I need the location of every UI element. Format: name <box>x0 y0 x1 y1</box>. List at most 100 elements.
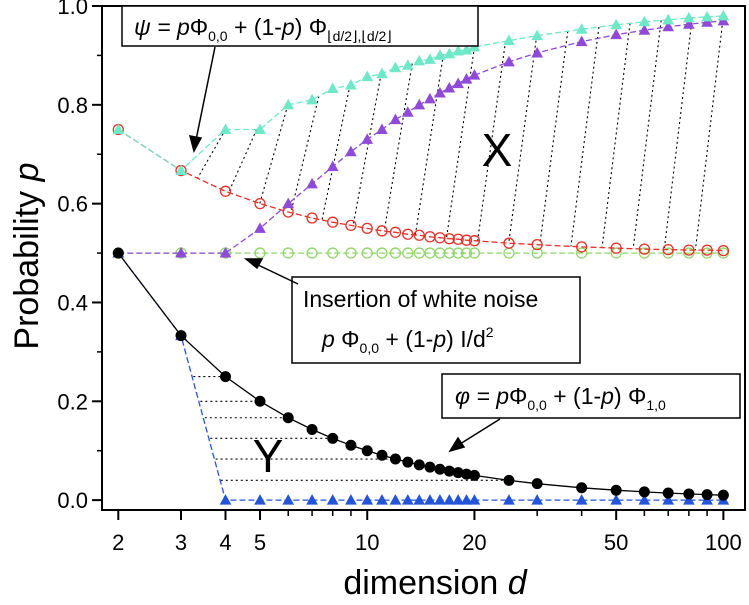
point-purple <box>575 35 588 47</box>
hatch-line-x <box>352 73 382 226</box>
point-psi <box>401 59 414 70</box>
point-purple <box>282 197 295 209</box>
point-blue <box>468 494 481 505</box>
series-green <box>112 247 730 259</box>
point-purple <box>389 113 402 125</box>
point-red <box>468 235 481 247</box>
psi-formula-part: p <box>281 14 295 40</box>
point-black <box>175 330 187 342</box>
point-red <box>361 222 373 235</box>
noise-formula-part: p <box>321 326 335 352</box>
phi-formula-part: Φ <box>509 383 527 409</box>
point-green <box>460 247 473 259</box>
point-green <box>468 247 481 259</box>
noise-formula-part: + (1- <box>379 326 433 352</box>
point-psi <box>282 98 295 110</box>
point-psi <box>452 44 464 56</box>
hatch-line-x <box>539 31 569 245</box>
point-green <box>361 247 373 259</box>
psi-formula-part: + (1- <box>228 14 282 40</box>
point-green <box>402 247 414 259</box>
point-purple <box>219 247 232 258</box>
point-black <box>662 487 674 499</box>
point-psi <box>345 79 357 90</box>
point-green <box>531 247 543 259</box>
point-black <box>468 469 480 481</box>
point-purple <box>452 77 464 89</box>
point-purple <box>443 81 456 93</box>
y-tick-label: 0.6 <box>57 192 88 217</box>
y-axis-title-text: Probability <box>8 191 46 350</box>
point-green <box>443 247 455 259</box>
point-green <box>282 247 294 259</box>
phi-formula-part: p <box>600 383 614 409</box>
hatch-line-x <box>694 15 724 251</box>
phi-arrow <box>459 418 501 445</box>
point-psi <box>112 123 125 135</box>
point-black <box>638 486 650 498</box>
point-green <box>376 247 388 259</box>
point-red <box>327 216 339 228</box>
point-purple <box>638 24 651 35</box>
point-blue <box>376 494 388 505</box>
point-psi <box>389 61 402 73</box>
point-blue <box>282 494 295 505</box>
noise-formula: p Φ0,0 + (1-p) I/d2 <box>321 324 494 356</box>
point-purple <box>531 46 544 58</box>
point-psi <box>413 54 426 66</box>
point-psi <box>443 47 456 59</box>
noise-line1: Insertion of white noise <box>303 286 538 312</box>
point-red <box>638 243 651 255</box>
point-purple <box>503 55 515 67</box>
point-blue <box>434 494 446 505</box>
point-red <box>389 226 402 238</box>
point-purple <box>701 16 713 27</box>
phi-formula-part: + (1- <box>547 383 601 409</box>
annotation-arrows <box>188 46 501 453</box>
psi-formula-sub: ⌊d/2⌋,⌊d/2⌋ <box>327 28 392 44</box>
point-black <box>282 412 294 424</box>
y-tick-label: 0.0 <box>57 488 88 513</box>
point-black <box>389 453 401 465</box>
psi-formula-part: ψ = <box>134 14 177 40</box>
point-purple <box>306 177 318 189</box>
noise-legend-box: Insertion of white noise p Φ0,0 + (1-p) … <box>291 276 581 364</box>
point-purple <box>610 28 623 40</box>
phi-legend-box: φ = pΦ0,0 + (1-p) Φ1,0 <box>441 373 741 419</box>
y-tick-label: 0.8 <box>57 93 88 118</box>
point-black <box>443 465 455 477</box>
point-green <box>254 247 266 259</box>
point-purple <box>376 123 388 135</box>
point-psi <box>306 93 318 105</box>
psi-arrow <box>195 46 216 141</box>
point-green <box>638 247 651 259</box>
noise-formula-part: Φ <box>335 326 360 352</box>
point-psi <box>326 82 339 94</box>
point-green <box>662 247 674 259</box>
point-blue <box>424 494 436 505</box>
point-psi <box>503 34 515 46</box>
point-purple <box>468 69 481 80</box>
point-black <box>434 463 446 475</box>
point-green <box>701 247 713 259</box>
point-psi <box>717 9 730 21</box>
noise-arrowhead <box>243 258 264 270</box>
hatch-line-x <box>601 23 631 248</box>
point-blue <box>219 494 232 505</box>
point-red <box>413 229 425 241</box>
point-blue <box>662 494 675 505</box>
point-red <box>345 219 357 232</box>
x-tick-label: 4 <box>219 530 231 555</box>
point-psi <box>575 23 588 34</box>
psi-formula-part: ) Φ <box>295 14 327 40</box>
point-psi <box>531 29 544 41</box>
series-psi <box>112 9 730 176</box>
hatch-line-x <box>197 129 226 179</box>
point-black <box>327 432 339 444</box>
point-red <box>683 244 695 256</box>
point-black <box>683 488 695 500</box>
point-psi <box>638 15 651 27</box>
point-red <box>503 237 515 249</box>
point-blue <box>306 494 318 505</box>
